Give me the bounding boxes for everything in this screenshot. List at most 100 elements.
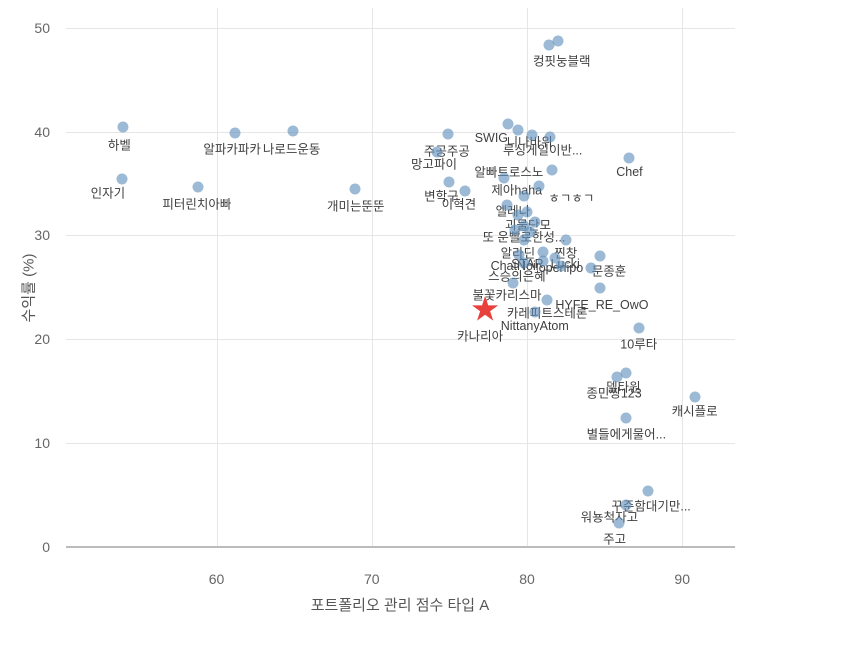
point-label: 델타원 (606, 380, 641, 395)
point-label: 알파카파카 (203, 142, 261, 157)
data-point[interactable] (529, 306, 541, 318)
point-label: Chef (616, 164, 643, 179)
data-point[interactable] (620, 412, 632, 424)
data-point[interactable] (533, 180, 545, 192)
point-label: 스승의은혜 (488, 269, 546, 284)
y-tick-label: 0 (42, 539, 50, 555)
data-point[interactable] (443, 176, 455, 188)
data-point[interactable] (521, 206, 533, 218)
data-point[interactable] (512, 209, 524, 221)
point-label: 제아haha (491, 183, 543, 198)
data-point[interactable] (498, 172, 510, 184)
point-label: 이혁견 (441, 197, 477, 212)
data-point[interactable] (349, 183, 361, 195)
data-point[interactable] (613, 517, 625, 529)
data-point[interactable] (594, 250, 606, 262)
x-tick-label: 70 (363, 571, 380, 587)
point-label: 종민짱123 (586, 386, 642, 401)
x-tick-label: 90 (674, 571, 691, 587)
point-label: 워뇽척자고 (580, 510, 639, 525)
y-tick-label: 50 (34, 19, 50, 36)
point-label: 카레피트스테론 (506, 306, 588, 321)
y-tick-label: 40 (34, 123, 50, 140)
y-tick-label: 20 (34, 331, 50, 348)
gridline-vertical (371, 8, 373, 547)
gridline-horizontal (66, 27, 735, 29)
data-point[interactable] (431, 146, 443, 158)
point-label: NittanyAtom (500, 319, 569, 334)
data-point[interactable] (192, 181, 204, 193)
gridline-horizontal (66, 131, 735, 133)
data-point[interactable] (518, 234, 530, 246)
gridline-horizontal (66, 339, 735, 341)
data-point[interactable] (501, 199, 513, 211)
data-point[interactable] (287, 125, 299, 137)
data-point[interactable] (689, 391, 701, 403)
data-point[interactable] (594, 282, 606, 294)
x-tick-label: 60 (208, 571, 225, 587)
point-label: 주고 (603, 532, 627, 547)
point-label: 피터린치아빠 (162, 197, 232, 212)
data-point[interactable] (117, 121, 129, 133)
y-axis-title: 수익률 (%) (20, 253, 38, 323)
data-point[interactable] (549, 252, 561, 264)
point-label: ㅎㄱㅎㄱ (548, 191, 595, 206)
data-point[interactable] (633, 322, 645, 334)
data-point[interactable] (544, 131, 556, 143)
data-point[interactable] (642, 485, 654, 497)
gridline-vertical (527, 8, 528, 547)
data-point[interactable] (555, 260, 567, 272)
data-point[interactable] (529, 216, 541, 228)
data-point[interactable] (546, 164, 558, 176)
data-point[interactable] (509, 224, 521, 236)
data-point[interactable] (537, 255, 549, 267)
point-label: SWIG (474, 131, 509, 146)
data-point[interactable] (442, 128, 454, 140)
point-label: 불꽃카리스마 (472, 288, 542, 303)
data-point[interactable] (585, 262, 597, 274)
data-point[interactable] (560, 234, 572, 246)
data-point[interactable] (623, 152, 635, 164)
data-point[interactable] (513, 249, 525, 261)
point-label: 망고파이 (410, 157, 457, 172)
data-point[interactable] (229, 127, 241, 139)
highlighted-point-star[interactable]: ★ (469, 290, 501, 329)
y-tick-label: 30 (34, 227, 50, 244)
point-label: 루싱게일이반... (502, 143, 583, 158)
point-label: 캐시플로 (671, 404, 718, 419)
gridline-horizontal (66, 443, 735, 445)
point-label: 별들에게물어... (586, 427, 667, 442)
x-axis-title: 포트폴리오 관리 점수 타입 A (310, 597, 490, 614)
data-point[interactable] (518, 190, 530, 202)
data-point[interactable] (543, 39, 555, 51)
data-point[interactable] (620, 367, 632, 379)
y-tick-label: 10 (34, 435, 50, 452)
data-point[interactable] (552, 35, 564, 47)
gridline-vertical (682, 8, 684, 547)
data-point[interactable] (524, 226, 536, 238)
point-label: 인자기 (90, 186, 126, 201)
data-point[interactable] (512, 124, 524, 135)
data-point[interactable] (459, 185, 471, 197)
data-point[interactable] (518, 257, 530, 269)
data-point[interactable] (537, 246, 549, 258)
point-label: HYFE_RE_OwO (555, 298, 649, 313)
data-point[interactable] (541, 294, 553, 306)
point-label: 하벨 (107, 138, 131, 153)
data-point[interactable] (620, 499, 632, 511)
data-point[interactable] (526, 129, 538, 141)
point-label: 나로드운동 (262, 142, 321, 157)
point-label: 니나바위 (506, 135, 553, 149)
point-label: 컹핏눙블랙 (532, 54, 591, 69)
x-tick-label: 80 (519, 571, 535, 587)
gridline-horizontal (66, 235, 735, 237)
data-point[interactable] (507, 277, 519, 289)
data-point[interactable] (502, 118, 514, 130)
data-point[interactable] (611, 371, 623, 383)
data-point[interactable] (518, 220, 530, 232)
data-point[interactable] (116, 173, 128, 185)
point-label: 10루타 (620, 337, 658, 352)
x-axis-line (66, 546, 735, 548)
point-label: 개미는뚠뚠 (326, 199, 385, 214)
